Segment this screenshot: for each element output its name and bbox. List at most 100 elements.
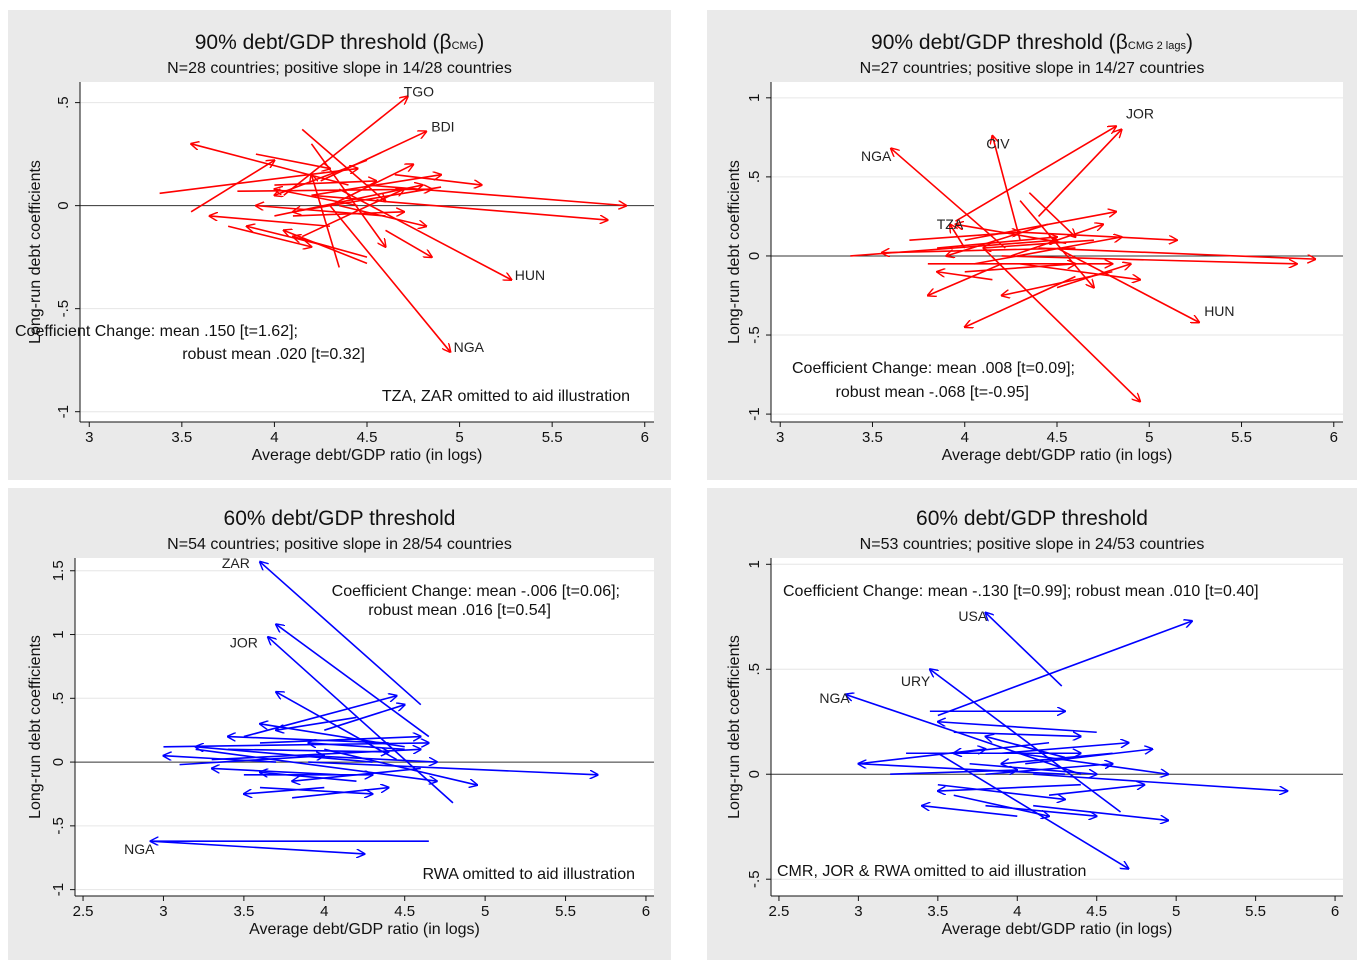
data-arrow: [882, 247, 1076, 253]
data-arrow: [274, 181, 376, 186]
country-label: TGO: [404, 83, 434, 99]
data-arrow: [982, 247, 1140, 401]
data-arrow: [210, 216, 331, 228]
x-tick-label: 3: [776, 429, 784, 446]
data-arrow: [969, 762, 1097, 774]
data-arrow: [1020, 231, 1177, 240]
data-arrow: [953, 794, 1049, 816]
data-arrow: [909, 232, 1020, 241]
data-arrow: [283, 96, 408, 196]
y-tick-label: -.5: [746, 326, 763, 344]
country-label: NGA: [454, 339, 485, 355]
country-label: JOR: [1126, 105, 1154, 121]
country-label: NGA: [819, 690, 850, 706]
data-arrow: [973, 237, 1122, 265]
chart-panel-3: 60% debt/GDP threshold N=54 countries; p…: [8, 488, 671, 960]
data-arrow: [936, 237, 1057, 249]
x-tick-label: 5.5: [542, 429, 563, 446]
chart-annotation: Coefficient Change: mean .150 [t=1.62];: [15, 323, 298, 340]
chart-subtitle: N=27 countries; positive slope in 14/27 …: [859, 60, 1205, 77]
data-arrow: [985, 804, 1097, 816]
data-arrow: [1001, 743, 1128, 755]
x-tick-label: 4: [270, 429, 278, 446]
y-axis-title: Long-run debt coefficients: [726, 635, 743, 819]
chart-title: 90% debt/GDP threshold (βCMG 2 lags): [871, 31, 1193, 54]
chart-annotation: RWA omitted to aid illustration: [422, 866, 635, 883]
y-tick-label: .5: [50, 692, 67, 705]
data-arrow: [938, 783, 1081, 791]
x-tick-label: 3: [854, 903, 862, 920]
data-arrow: [212, 768, 341, 776]
x-tick-label: 5.5: [1231, 429, 1252, 446]
chart-annotation: TZA, ZAR omitted to aid illustration: [382, 388, 630, 405]
country-label: TZA: [937, 216, 964, 232]
x-tick-label: 4: [1013, 903, 1021, 920]
y-tick-label: 1: [50, 630, 67, 638]
x-axis-title: Average debt/GDP ratio (in logs): [942, 921, 1173, 938]
data-arrow: [385, 229, 432, 257]
chart-annotation: robust mean .016 [t=0.54]: [368, 602, 551, 619]
data-arrow: [320, 131, 427, 182]
chart-annotation: robust mean -.068 [t=-0.95]: [836, 384, 1029, 401]
data-arrow: [276, 624, 430, 738]
x-tick-label: 5: [1145, 429, 1153, 446]
y-tick-label: .5: [746, 663, 763, 676]
data-arrow: [846, 694, 1082, 775]
y-tick-label: -.5: [55, 300, 72, 318]
data-arrow: [983, 239, 1094, 248]
chart-panel-2: 90% debt/GDP threshold (βCMG 2 lags) N=2…: [707, 10, 1357, 480]
data-arrow: [244, 786, 325, 794]
data-arrow: [308, 754, 437, 762]
country-label: NGA: [124, 841, 155, 857]
data-arrow: [890, 770, 1017, 776]
x-tick-label: 6: [641, 429, 649, 446]
data-arrow: [260, 562, 422, 706]
chart-panel-4: 60% debt/GDP threshold N=53 countries; p…: [707, 488, 1357, 960]
data-arrow: [260, 772, 357, 783]
data-arrow: [329, 205, 450, 352]
country-label: BDI: [431, 118, 454, 134]
y-tick-label: .5: [55, 96, 72, 109]
data-arrow: [922, 806, 1018, 818]
country-label: USA: [958, 608, 987, 624]
data-arrow: [195, 748, 437, 781]
x-tick-label: 5: [455, 429, 463, 446]
chart-annotation: Coefficient Change: mean -.006 [t=0.06];: [332, 583, 620, 600]
data-arrow: [965, 275, 1076, 328]
y-axis-title: Long-run debt coefficients: [726, 160, 743, 344]
data-arrow: [1038, 247, 1316, 259]
data-arrow: [159, 169, 358, 195]
x-tick-label: 3: [85, 429, 93, 446]
plot-area: [771, 82, 1343, 422]
y-axis-title: Long-run debt coefficients: [27, 160, 44, 344]
data-arrow: [256, 206, 386, 217]
x-tick-label: 3.5: [927, 903, 948, 920]
country-label: NGA: [861, 148, 892, 164]
data-arrow: [243, 696, 397, 738]
y-tick-label: 0: [55, 201, 72, 209]
chart-annotation: CMR, JOR & RWA omitted to aid illustrati…: [777, 863, 1086, 880]
data-arrow: [1037, 129, 1122, 217]
data-arrow: [1048, 785, 1144, 797]
chart-plot: -1 -.5 0 .5 1 3 3.5 4 4.5 5 5.5 6 Average debt/GDP r…: [726, 82, 1343, 464]
y-tick-label: 1.5: [50, 560, 67, 581]
data-arrow: [953, 731, 1081, 736]
y-tick-label: -.5: [746, 870, 763, 888]
x-tick-label: 5: [481, 903, 489, 920]
data-arrow: [310, 143, 385, 247]
data-arrow: [937, 783, 1065, 800]
x-tick-label: 6: [1330, 429, 1338, 446]
country-label: ZAR: [222, 555, 250, 571]
x-tick-label: 2.5: [73, 903, 94, 920]
y-tick-label: .5: [746, 171, 763, 184]
chart-annotation: Coefficient Change: mean .008 [t=0.09];: [792, 360, 1075, 377]
chart-plot: -1 -.5 0 .5 3 3.5 4 4.5 5 5.5 6 Average debt/GDP ra…: [15, 82, 654, 464]
data-arrow: [324, 705, 404, 731]
data-arrow: [938, 722, 1097, 734]
data-arrow: [992, 136, 1021, 241]
country-label: HUN: [515, 267, 545, 283]
country-label: CIV: [986, 135, 1010, 151]
x-tick-label: 3.5: [171, 429, 192, 446]
data-arrow: [292, 212, 404, 217]
y-axis-title: Long-run debt coefficients: [27, 635, 44, 819]
